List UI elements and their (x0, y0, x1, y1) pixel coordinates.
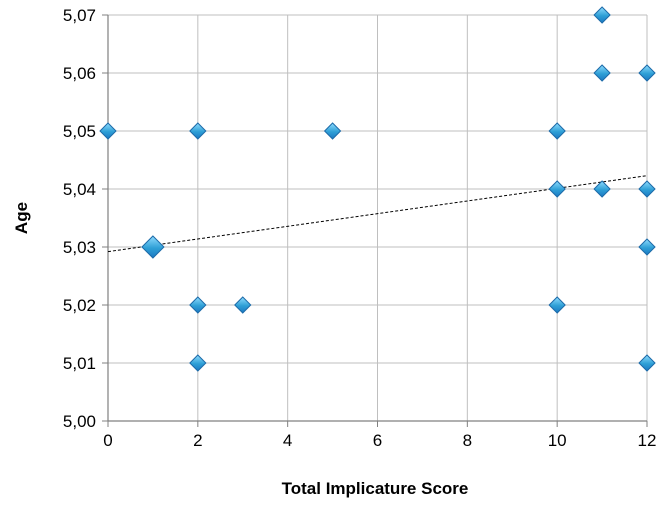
grid-layer (108, 14, 648, 421)
data-point (323, 122, 342, 140)
data-point (638, 354, 656, 372)
y-tick-label: 5,06 (63, 64, 96, 83)
data-point (234, 296, 252, 314)
data-point (189, 296, 207, 314)
y-tick-label: 5,05 (63, 122, 96, 141)
x-tick-label: 4 (283, 431, 292, 450)
trendline-layer (107, 175, 648, 253)
x-tick-label: 10 (548, 431, 567, 450)
tick-labels-layer: 0 2 4 6 8 10 12 5,00 5,01 5,02 5,03 5,04 5,05 5,06 5,0… (63, 6, 657, 450)
y-tick-label: 5,01 (63, 354, 96, 373)
x-tick-label: 0 (103, 431, 112, 450)
y-axis-title: Age (12, 202, 31, 234)
data-point (548, 122, 566, 140)
data-point (638, 64, 656, 82)
data-point (99, 122, 117, 140)
data-point (593, 6, 611, 24)
points-layer (99, 6, 656, 372)
x-tick-label: 2 (193, 431, 202, 450)
x-axis-title: Total Implicature Score (282, 479, 469, 498)
x-tick-label: 12 (638, 431, 657, 450)
x-tick-label: 8 (463, 431, 472, 450)
data-point (141, 235, 165, 259)
y-tick-label: 5,02 (63, 296, 96, 315)
data-point (189, 354, 207, 372)
trendline (107, 175, 648, 253)
data-point (548, 180, 566, 198)
data-point (593, 180, 611, 198)
data-point (593, 64, 611, 82)
axes-layer (102, 14, 648, 427)
data-point (548, 296, 566, 314)
y-tick-label: 5,00 (63, 412, 96, 431)
data-point (638, 238, 656, 256)
y-tick-label: 5,07 (63, 6, 96, 25)
data-point (189, 122, 207, 140)
y-tick-label: 5,03 (63, 238, 96, 257)
data-point (638, 180, 656, 198)
x-tick-label: 6 (373, 431, 382, 450)
y-tick-label: 5,04 (63, 180, 96, 199)
